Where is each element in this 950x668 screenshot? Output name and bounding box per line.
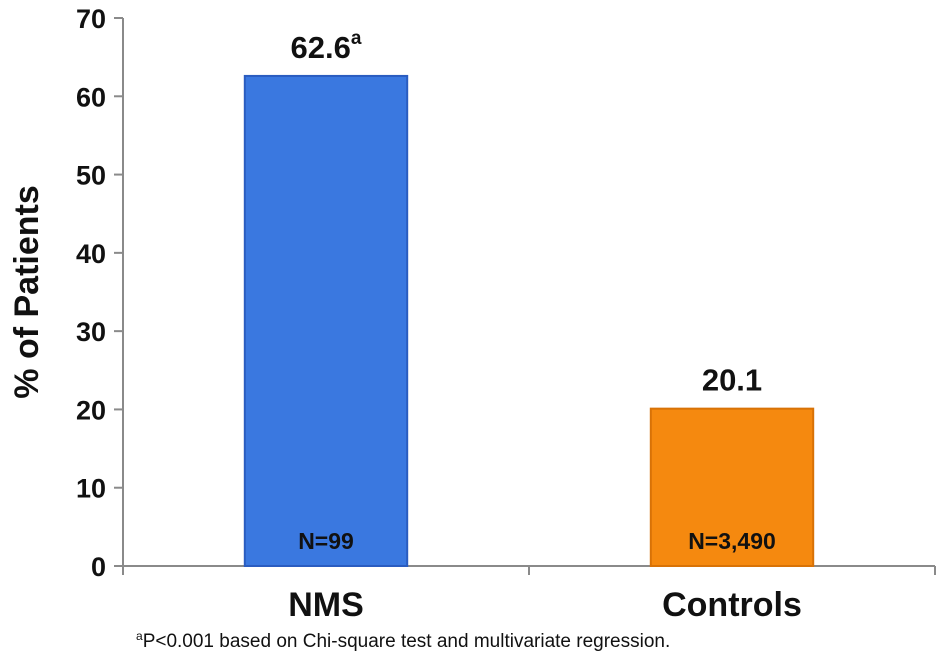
- x-category-label: Controls: [662, 586, 802, 624]
- y-axis-label: % of Patients: [8, 185, 46, 398]
- bars: [243, 74, 815, 567]
- y-tick-label: 40: [76, 239, 106, 269]
- footnote-marker: a: [136, 629, 143, 643]
- sample-size-label: N=3,490: [688, 528, 776, 554]
- value-labels: 62.6a N=99 20.1 N=3,490: [291, 28, 776, 554]
- y-tick-label: 50: [76, 161, 106, 191]
- y-tick-label: 20: [76, 395, 106, 425]
- bar-nms: [243, 74, 409, 567]
- y-tick-label: 70: [76, 4, 106, 34]
- y-tick-label: 0: [91, 552, 106, 582]
- footnote-text: P<0.001 based on Chi-square test and mul…: [143, 631, 671, 652]
- footnote: aP<0.001 based on Chi-square test and mu…: [136, 629, 670, 652]
- x-category-label: NMS: [288, 586, 364, 624]
- y-axis: 0 10 20 30 40 50 60 70: [76, 4, 124, 582]
- bar-controls: [649, 407, 815, 567]
- data-value-label: 62.6a: [291, 28, 362, 65]
- x-axis: NMS Controls: [122, 565, 936, 624]
- data-value-label: 20.1: [702, 363, 762, 398]
- y-tick-label: 60: [76, 82, 106, 112]
- sample-size-label: N=99: [298, 528, 354, 554]
- y-tick-label: 10: [76, 474, 106, 504]
- y-tick-label: 30: [76, 317, 106, 347]
- significance-marker: a: [351, 28, 362, 49]
